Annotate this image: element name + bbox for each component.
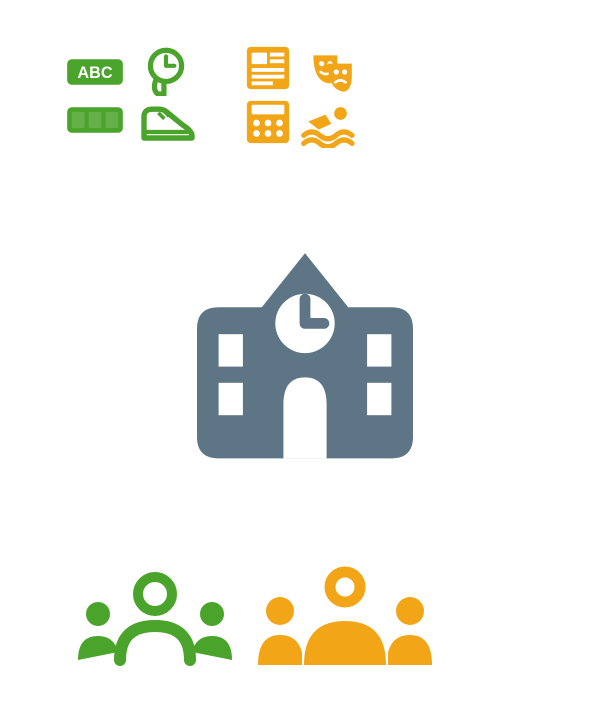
shoe-icon [138,96,198,149]
abc-block-icon: ABC [66,58,124,91]
svg-text:ABC: ABC [77,64,112,82]
bottom-left-cluster [70,560,240,670]
numbers-block-icon [66,106,124,139]
calculator-tile-icon [244,98,292,151]
center-cluster [170,210,440,480]
theater-masks-icon [302,46,358,103]
team-group-orange-icon [250,555,440,680]
team-group-green-icon [70,560,240,675]
news-tile-icon [244,44,292,97]
thinking-face-icon [138,44,194,101]
top-left-cluster: ABC [66,44,226,154]
infographic-stage: ABC [0,0,600,720]
swimmer-icon [300,102,358,153]
school-building-icon [170,210,440,485]
top-right-cluster [244,44,394,154]
bottom-right-cluster [250,555,440,675]
